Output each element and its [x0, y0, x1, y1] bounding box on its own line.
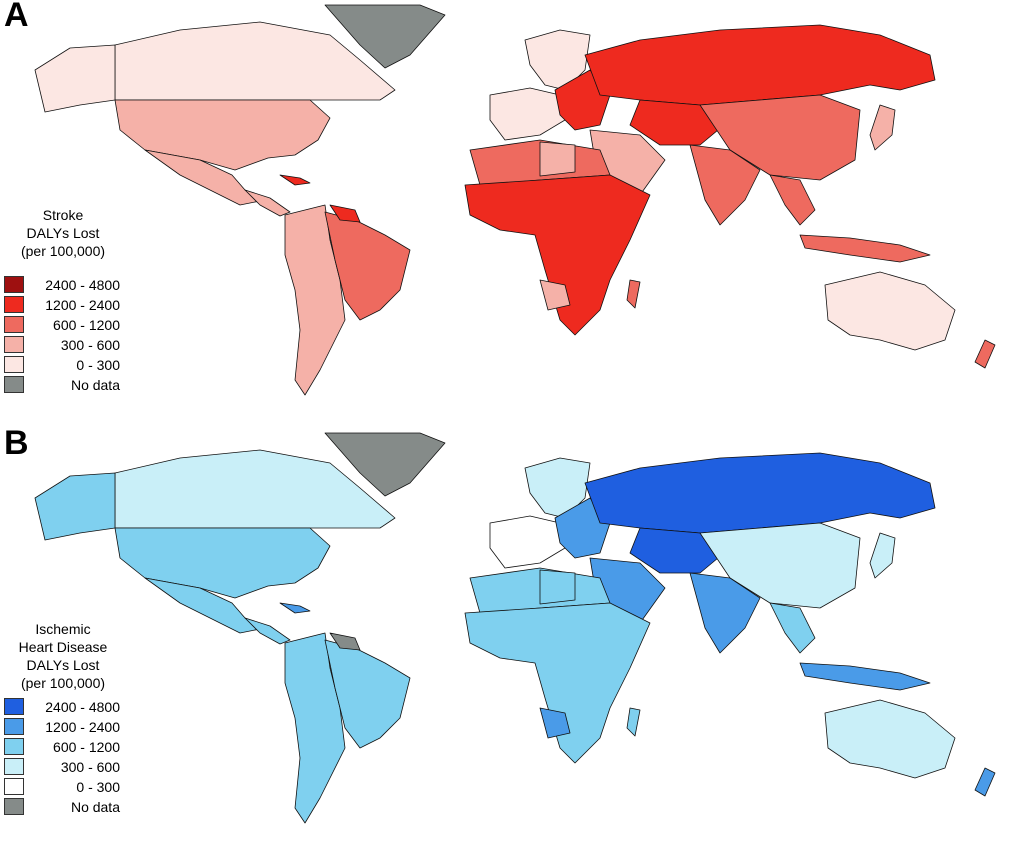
legend-swatch [4, 376, 24, 393]
region-south-america-west [284, 632, 346, 824]
legend-row: 1200 - 2400 [4, 717, 122, 736]
ihd-legend: Ischemic Heart Disease DALYs Lost (per 1… [4, 620, 122, 816]
legend-label: 1200 - 2400 [45, 718, 120, 735]
region-madagascar [626, 279, 641, 309]
region-russia [584, 24, 936, 106]
legend-label: 600 - 1200 [53, 316, 120, 333]
region-india [689, 144, 761, 226]
region-central-america [244, 617, 291, 645]
region-brazil [324, 639, 411, 749]
legend-swatch [4, 798, 24, 815]
legend-label: No data [70, 798, 120, 815]
stroke-legend-title: Stroke DALYs Lost (per 100,000) [4, 206, 122, 260]
region-sub-saharan-africa [464, 602, 651, 764]
legend-title-line: (per 100,000) [20, 243, 106, 259]
region-india [689, 572, 761, 654]
region-new-zealand [974, 339, 996, 369]
legend-swatch [4, 778, 24, 795]
region-australia [824, 271, 956, 351]
legend-label: 600 - 1200 [53, 738, 120, 755]
region-southeast-asia [769, 174, 816, 226]
region-southern-africa [539, 707, 571, 739]
region-caribbean [279, 602, 311, 614]
legend-label: 0 - 300 [76, 778, 120, 795]
region-alaska [34, 44, 116, 113]
panel-a-label: A [4, 0, 29, 34]
legend-swatch [4, 276, 24, 293]
legend-label: 2400 - 4800 [45, 698, 120, 715]
legend-label: No data [70, 376, 120, 393]
panel-b-label: B [4, 424, 29, 462]
region-guianas [329, 204, 361, 223]
legend-title-line: DALYs Lost [26, 225, 100, 241]
legend-row: 0 - 300 [4, 777, 122, 796]
region-australia [824, 699, 956, 779]
region-western-europe [489, 87, 566, 141]
region-caribbean [279, 174, 311, 186]
ihd-legend-title: Ischemic Heart Disease DALYs Lost (per 1… [4, 620, 122, 692]
region-greenland [324, 4, 446, 69]
legend-title-line: (per 100,000) [20, 675, 106, 691]
legend-row: 1200 - 2400 [4, 295, 122, 314]
region-south-america-west [284, 204, 346, 396]
region-russia [584, 452, 936, 534]
region-china-mongolia [699, 94, 861, 181]
legend-swatch [4, 718, 24, 735]
stroke-legend: Stroke DALYs Lost (per 100,000) 2400 - 4… [4, 206, 122, 394]
legend-title-line: Heart Disease [18, 639, 108, 655]
legend-swatch [4, 698, 24, 715]
legend-swatch [4, 336, 24, 353]
region-greenland [324, 432, 446, 497]
region-japan [869, 104, 896, 151]
legend-row: 600 - 1200 [4, 737, 122, 756]
ihd-map-panel: B Ischemic Heart Disease DALYs Lost (per… [0, 424, 1014, 856]
region-japan [869, 532, 896, 579]
region-new-zealand [974, 767, 996, 797]
region-usa [114, 527, 331, 599]
legend-row: 2400 - 4800 [4, 275, 122, 294]
legend-swatch [4, 758, 24, 775]
legend-swatch [4, 356, 24, 373]
legend-row: No data [4, 375, 122, 394]
stroke-map-panel: A Stroke DALYs Lost (per 100,000) 2400 -… [0, 0, 1014, 420]
legend-label: 300 - 600 [60, 336, 120, 353]
region-sub-saharan-africa [464, 174, 651, 336]
region-indonesia [799, 234, 931, 263]
region-western-europe [489, 515, 566, 569]
region-china-mongolia [699, 522, 861, 609]
region-brazil [324, 211, 411, 321]
legend-swatch [4, 296, 24, 313]
region-libya [539, 569, 576, 605]
legend-title-line: Ischemic [35, 621, 91, 637]
region-central-america [244, 189, 291, 217]
legend-swatch [4, 316, 24, 333]
legend-row: 600 - 1200 [4, 315, 122, 334]
region-indonesia [799, 662, 931, 691]
region-southeast-asia [769, 602, 816, 654]
legend-title-line: Stroke [42, 207, 84, 223]
region-usa [114, 99, 331, 171]
stroke-regions [34, 4, 996, 396]
ihd-regions [34, 432, 996, 824]
legend-label: 1200 - 2400 [45, 296, 120, 313]
region-libya [539, 141, 576, 177]
legend-label: 0 - 300 [76, 356, 120, 373]
legend-row: 300 - 600 [4, 757, 122, 776]
legend-title-line: DALYs Lost [26, 657, 100, 673]
ihd-world-map [34, 432, 996, 824]
region-southern-africa [539, 279, 571, 311]
legend-row: 2400 - 4800 [4, 697, 122, 716]
region-madagascar [626, 707, 641, 737]
legend-label: 300 - 600 [60, 758, 120, 775]
region-alaska [34, 472, 116, 541]
legend-label: 2400 - 4800 [45, 276, 120, 293]
legend-row: 300 - 600 [4, 335, 122, 354]
legend-swatch [4, 738, 24, 755]
legend-row: No data [4, 797, 122, 816]
legend-row: 0 - 300 [4, 355, 122, 374]
region-guianas [329, 632, 361, 651]
stroke-world-map [34, 4, 996, 396]
